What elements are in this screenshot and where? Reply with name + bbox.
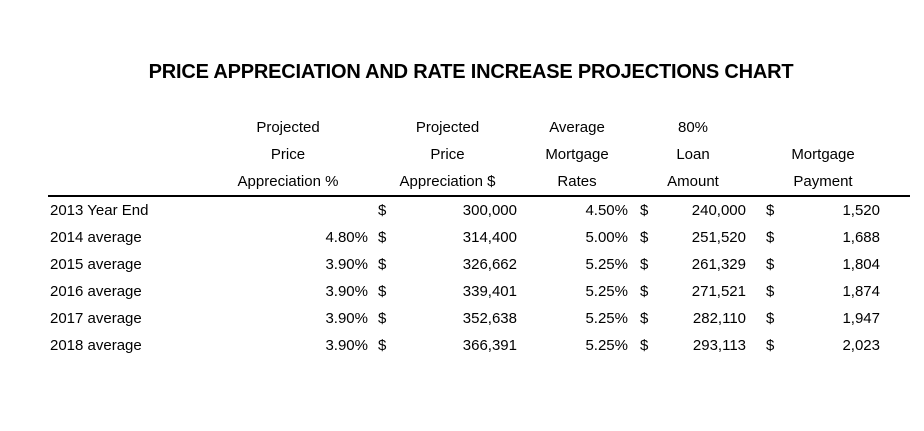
mortgage-rate-cell: 5.25% <box>585 283 628 300</box>
table-row: 2013 Year End $300,000 4.50% $240,000 $1… <box>48 196 910 224</box>
appreciation-pct-cell: 3.90% <box>325 310 368 327</box>
currency-symbol: $ <box>766 283 775 300</box>
mortgage-payment-cell: $1,947 <box>758 305 910 332</box>
appreciation-pct-cell <box>208 196 376 224</box>
year-label-cell: 2013 Year End <box>50 202 149 219</box>
appreciation-usd-cell: $300,000 <box>376 196 526 224</box>
cell-value: 261,329 <box>691 256 746 273</box>
table-row: 2018 average 3.90% $366,391 5.25% $293,1… <box>48 332 910 359</box>
appreciation-pct-cell: 3.90% <box>325 256 368 273</box>
currency-symbol: $ <box>378 310 387 327</box>
mortgage-rate-cell: 5.25% <box>585 337 628 354</box>
currency-symbol: $ <box>640 229 649 246</box>
currency-symbol: $ <box>766 229 775 246</box>
mortgage-rate-cell: 4.50% <box>585 202 628 219</box>
currency-symbol: $ <box>640 283 649 300</box>
appreciation-usd-cell: $326,662 <box>376 251 526 278</box>
appreciation-pct-cell: 3.90% <box>325 283 368 300</box>
projections-table: Projected Price Appreciation % Projected… <box>48 114 910 359</box>
loan-amount-cell: $282,110 <box>636 305 758 332</box>
appreciation-pct-cell: 3.90% <box>325 337 368 354</box>
currency-symbol: $ <box>766 202 775 219</box>
appreciation-usd-cell: $352,638 <box>376 305 526 332</box>
currency-symbol: $ <box>378 283 387 300</box>
cell-value: 282,110 <box>692 310 746 327</box>
appreciation-usd-cell: $339,401 <box>376 278 526 305</box>
currency-symbol: $ <box>640 202 649 219</box>
column-header-appreciation-usd: Projected Price Appreciation $ <box>376 114 526 197</box>
loan-amount-cell: $271,521 <box>636 278 758 305</box>
cell-value: 339,401 <box>462 283 517 300</box>
mortgage-payment-cell: $1,874 <box>758 278 910 305</box>
cell-value: 1,874 <box>842 283 880 300</box>
column-header-year <box>48 114 208 197</box>
currency-symbol: $ <box>766 256 775 273</box>
currency-symbol: $ <box>766 310 775 327</box>
year-label-cell: 2016 average <box>50 283 142 300</box>
mortgage-rate-cell: 5.25% <box>585 256 628 273</box>
cell-value: 300,000 <box>462 202 517 219</box>
loan-amount-cell: $240,000 <box>636 196 758 224</box>
table-row: 2015 average 3.90% $326,662 5.25% $261,3… <box>48 251 910 278</box>
mortgage-rate-cell: 5.00% <box>585 229 628 246</box>
currency-symbol: $ <box>378 229 387 246</box>
year-label-cell: 2018 average <box>50 337 142 354</box>
mortgage-payment-cell: $2,023 <box>758 332 910 359</box>
mortgage-payment-cell: $1,520 <box>758 196 910 224</box>
year-label-cell: 2015 average <box>50 256 142 273</box>
appreciation-usd-cell: $366,391 <box>376 332 526 359</box>
currency-symbol: $ <box>378 337 387 354</box>
year-label-cell: 2014 average <box>50 229 142 246</box>
cell-value: 1,804 <box>842 256 880 273</box>
cell-value: 240,000 <box>691 202 746 219</box>
appreciation-pct-cell: 4.80% <box>325 229 368 246</box>
mortgage-payment-cell: $1,804 <box>758 251 910 278</box>
cell-value: 251,520 <box>691 229 746 246</box>
currency-symbol: $ <box>640 256 649 273</box>
column-header-mortgage-rates: Average Mortgage Rates <box>526 114 636 197</box>
cell-value: 326,662 <box>462 256 517 273</box>
chart-title: PRICE APPRECIATION AND RATE INCREASE PRO… <box>148 61 794 83</box>
cell-value: 1,688 <box>842 229 880 246</box>
table-row: 2016 average 3.90% $339,401 5.25% $271,5… <box>48 278 910 305</box>
cell-value: 314,400 <box>462 229 517 246</box>
cell-value: 1,947 <box>842 310 880 327</box>
cell-value: 2,023 <box>842 337 880 354</box>
column-header-mortgage-payment: Mortgage Payment <box>758 114 910 197</box>
cell-value: 293,113 <box>692 337 746 354</box>
currency-symbol: $ <box>640 337 649 354</box>
currency-symbol: $ <box>378 256 387 273</box>
mortgage-rate-cell: 5.25% <box>585 310 628 327</box>
loan-amount-cell: $261,329 <box>636 251 758 278</box>
currency-symbol: $ <box>766 337 775 354</box>
mortgage-payment-cell: $1,688 <box>758 224 910 251</box>
header-row: Projected Price Appreciation % Projected… <box>48 114 910 197</box>
currency-symbol: $ <box>378 202 387 219</box>
column-header-loan-amount: 80% Loan Amount <box>636 114 758 197</box>
column-header-appreciation-pct: Projected Price Appreciation % <box>208 114 376 197</box>
table-row: 2014 average 4.80% $314,400 5.00% $251,5… <box>48 224 910 251</box>
loan-amount-cell: $251,520 <box>636 224 758 251</box>
cell-value: 366,391 <box>462 337 517 354</box>
appreciation-usd-cell: $314,400 <box>376 224 526 251</box>
cell-value: 1,520 <box>842 202 880 219</box>
year-label-cell: 2017 average <box>50 310 142 327</box>
loan-amount-cell: $293,113 <box>636 332 758 359</box>
table-row: 2017 average 3.90% $352,638 5.25% $282,1… <box>48 305 910 332</box>
cell-value: 271,521 <box>691 283 746 300</box>
cell-value: 352,638 <box>462 310 517 327</box>
currency-symbol: $ <box>640 310 649 327</box>
